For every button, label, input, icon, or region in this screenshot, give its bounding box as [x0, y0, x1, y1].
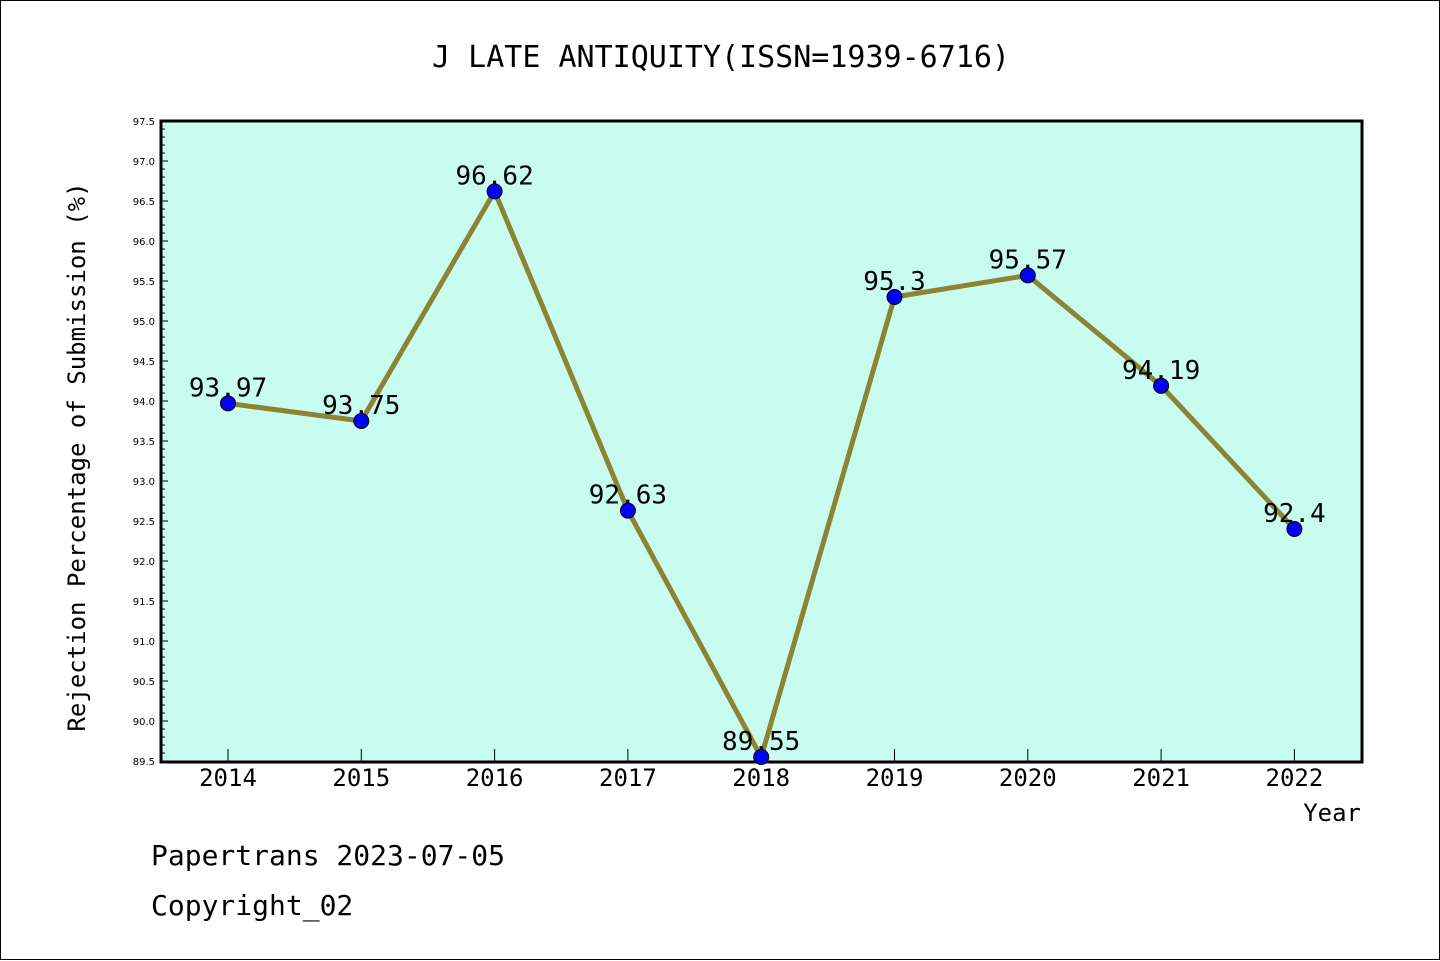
- data-point: [220, 395, 236, 412]
- x-tick-label: 2021: [1132, 764, 1190, 792]
- y-tick-label: 91.0: [133, 637, 155, 648]
- x-axis: 2014 2015 2016 2017 2018 2019 2020 2021 2022: [199, 749, 1323, 792]
- x-axis-label: Year: [1303, 799, 1361, 827]
- x-tick-label: 2022: [1266, 764, 1324, 792]
- data-label: 95.57: [989, 245, 1067, 275]
- x-tick-label: 2017: [599, 764, 657, 792]
- data-point: [886, 289, 903, 305]
- y-tick-label: 91.5: [133, 597, 155, 608]
- y-axis-label: Rejection Percentage of Submission (%): [63, 182, 91, 731]
- data-label: 92.4: [1263, 499, 1326, 529]
- data-label: 93.97: [189, 373, 267, 403]
- y-tick-label: 90.5: [133, 677, 155, 688]
- y-tick-label: 92.0: [133, 557, 155, 568]
- y-tick-label: 90.0: [133, 717, 155, 728]
- data-point: [619, 502, 636, 519]
- x-tick-label: 2018: [732, 764, 790, 792]
- y-tick-label: 89.5: [133, 757, 155, 768]
- data-point: [353, 413, 370, 429]
- y-tick-label: 93.5: [133, 437, 155, 448]
- y-tick-label: 94.5: [133, 357, 155, 368]
- y-tick-label: 96.5: [133, 197, 155, 208]
- y-tick-label: 96.0: [133, 237, 155, 248]
- data-label: 93.75: [322, 391, 400, 421]
- x-tick-label: 2015: [332, 764, 390, 792]
- x-tick-label: 2019: [866, 764, 924, 792]
- data-point: [753, 749, 770, 765]
- footer-copyright: Copyright_02: [151, 889, 353, 923]
- y-axis: 89.5 90.0 90.5 91.0 91.5 92.0 92.5 93.0 93.5 94.0…: [133, 117, 168, 768]
- y-tick-label: 94.0: [133, 397, 155, 408]
- data-label: 94.19: [1122, 356, 1200, 386]
- x-tick-label: 2014: [199, 764, 257, 792]
- data-point: [1153, 377, 1170, 394]
- y-tick-label: 97.5: [133, 117, 155, 128]
- y-tick-label: 92.5: [133, 517, 155, 528]
- data-series: 93.97 93.75 96.62 92.63 89.55 95.3 95.57 94.19 9…: [189, 161, 1326, 765]
- y-tick-label: 95.0: [133, 317, 155, 328]
- data-label: 89.55: [722, 727, 800, 757]
- x-tick-label: 2016: [466, 764, 524, 792]
- plot-area: [159, 119, 1364, 764]
- y-tick-label: 95.5: [133, 277, 155, 288]
- footer-date: Papertrans 2023-07-05: [151, 839, 505, 872]
- data-label: 96.62: [455, 161, 533, 191]
- y-tick-label: 97.0: [133, 157, 155, 168]
- data-label: 92.63: [589, 481, 667, 511]
- data-point: [486, 183, 503, 200]
- chart-title: J LATE ANTIQUITY(ISSN=1939-6716): [432, 40, 1010, 75]
- data-point: [1019, 267, 1036, 284]
- data-label: 95.3: [863, 267, 926, 297]
- x-tick-label: 2020: [999, 764, 1057, 792]
- data-point: [1286, 521, 1303, 537]
- y-tick-label: 93.0: [133, 477, 155, 488]
